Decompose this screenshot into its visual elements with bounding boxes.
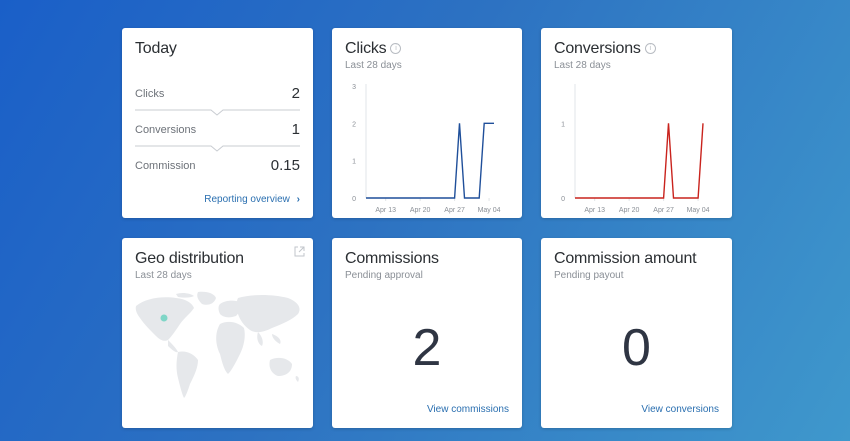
conversions-title-text: Conversions xyxy=(554,40,641,57)
today-value-commission: 0.15 xyxy=(270,157,300,174)
x-tick-label: Apr 13 xyxy=(584,207,605,214)
x-tick-label: May 04 xyxy=(687,207,710,214)
today-divider xyxy=(135,145,300,152)
world-map xyxy=(135,291,300,398)
info-icon[interactable]: i xyxy=(644,43,656,55)
conversions-subtitle: Last 28 days xyxy=(554,60,611,71)
y-tick-label: 2 xyxy=(352,121,356,128)
clicks-title: Clicks i xyxy=(345,40,402,58)
geo-marker xyxy=(160,314,168,322)
today-value-clicks: 2 xyxy=(291,85,300,102)
series-line xyxy=(575,123,704,199)
commissions-card: Commissions Pending approval 2 View comm… xyxy=(332,238,522,428)
today-row-conversions: Conversions 1 xyxy=(135,121,300,138)
today-value-conversions: 1 xyxy=(291,121,300,138)
x-tick-label: Apr 20 xyxy=(410,207,431,214)
x-tick-label: Apr 20 xyxy=(619,207,640,214)
x-tick-label: May 04 xyxy=(478,207,501,214)
commission-amount-card: Commission amount Pending payout 0 View … xyxy=(541,238,732,428)
clicks-title-text: Clicks xyxy=(345,40,387,57)
x-tick-label: Apr 27 xyxy=(444,207,465,214)
series-line xyxy=(366,122,494,199)
today-card: Today Clicks 2 Conversions 1 Commission … xyxy=(122,28,313,218)
today-row-clicks: Clicks 2 xyxy=(135,85,300,102)
y-tick-label: 3 xyxy=(352,84,356,91)
x-tick-label: Apr 13 xyxy=(375,207,396,214)
reporting-overview-link[interactable]: Reporting overview › xyxy=(204,194,300,205)
conversions-chart: 0 1 Apr 13 Apr 20 Apr 27 May 04 xyxy=(561,84,710,214)
commissions-value: 2 xyxy=(412,319,442,377)
today-label-commission: Commission xyxy=(135,160,196,172)
geo-subtitle: Last 28 days xyxy=(135,270,192,281)
today-divider xyxy=(135,109,300,116)
conversions-card: Conversions i Last 28 days 0 1 Apr 13 Apr 20… xyxy=(541,28,732,218)
today-title: Today xyxy=(135,40,177,57)
today-row-commission: Commission 0.15 xyxy=(135,157,300,174)
commissions-subtitle: Pending approval xyxy=(345,270,423,281)
y-tick-label: 1 xyxy=(352,159,356,166)
commission-amount-title: Commission amount xyxy=(554,250,697,267)
chevron-right-icon: › xyxy=(296,194,300,205)
today-label-clicks: Clicks xyxy=(135,88,165,100)
y-tick-label: 1 xyxy=(561,121,565,128)
y-tick-label: 0 xyxy=(352,196,356,203)
geo-title: Geo distribution xyxy=(135,250,244,267)
today-label-conversions: Conversions xyxy=(135,124,197,136)
reporting-overview-label[interactable]: Reporting overview xyxy=(204,194,290,205)
commissions-title: Commissions xyxy=(345,250,439,267)
clicks-card: Clicks i Last 28 days 0 1 2 3 Apr 13 Apr 20 Apr… xyxy=(332,28,522,218)
external-link-icon[interactable] xyxy=(294,246,305,257)
x-tick-label: Apr 27 xyxy=(653,207,674,214)
y-tick-label: 0 xyxy=(561,196,565,203)
view-commissions-link[interactable]: View commissions xyxy=(426,404,509,415)
info-icon[interactable]: i xyxy=(390,43,402,55)
view-conversions-link[interactable]: View conversions xyxy=(641,404,719,415)
conversions-title: Conversions i xyxy=(554,40,656,58)
clicks-chart: 0 1 2 3 Apr 13 Apr 20 Apr 27 May 04 xyxy=(352,84,501,214)
commission-amount-subtitle: Pending payout xyxy=(554,270,624,281)
commission-amount-value: 0 xyxy=(622,319,651,377)
clicks-subtitle: Last 28 days xyxy=(345,60,402,71)
geo-card: Geo distribution Last 28 days xyxy=(122,238,313,428)
